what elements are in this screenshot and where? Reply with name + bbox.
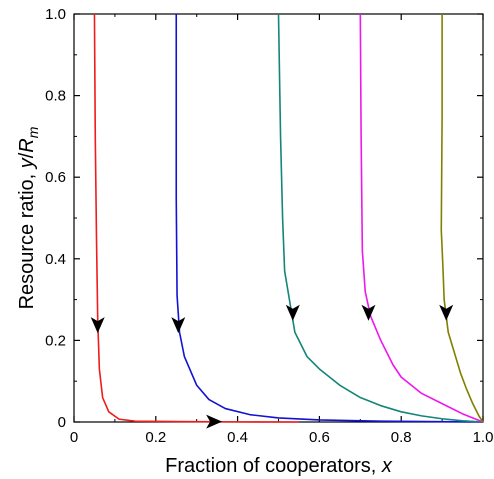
arrow-marker [171, 317, 186, 334]
y-tick-label: 0 [58, 414, 66, 431]
x-tick-label: 0.2 [145, 429, 166, 446]
y-tick-label: 0.6 [45, 169, 66, 186]
arrow-marker [361, 304, 376, 321]
arrow-layer [90, 304, 454, 429]
y-tick-label: 1.0 [45, 6, 66, 23]
x-tick-label: 0 [70, 429, 78, 446]
x-tick-label: 0.8 [391, 429, 412, 446]
arrow-marker [90, 317, 105, 334]
arrow-marker [439, 304, 454, 321]
series-line-1 [93, 13, 299, 423]
x-tick-label: 0.4 [227, 429, 248, 446]
series-line-3 [277, 13, 484, 423]
y-tick-label: 0.8 [45, 88, 66, 105]
axis-ticks: 0 0.2 0.4 0.6 0.8 1.0 0 0.2 0.4 0.6 0.8 1.0 [45, 6, 493, 446]
arrow-marker [206, 414, 223, 429]
x-tick-label: 1.0 [473, 429, 494, 446]
series-line-4 [359, 13, 484, 423]
plot-frame [73, 13, 484, 423]
y-tick-label: 0.4 [45, 251, 66, 268]
y-axis-title: Resource ratio, y/Rm [16, 126, 41, 309]
series-layer [93, 13, 484, 423]
y-tick-label: 0.2 [45, 332, 66, 349]
x-axis-title: Fraction of cooperators, x [165, 455, 393, 477]
series-line-2 [175, 14, 484, 423]
arrow-marker [285, 304, 300, 321]
series-line-5 [440, 14, 484, 423]
x-tick-label: 0.6 [309, 429, 330, 446]
